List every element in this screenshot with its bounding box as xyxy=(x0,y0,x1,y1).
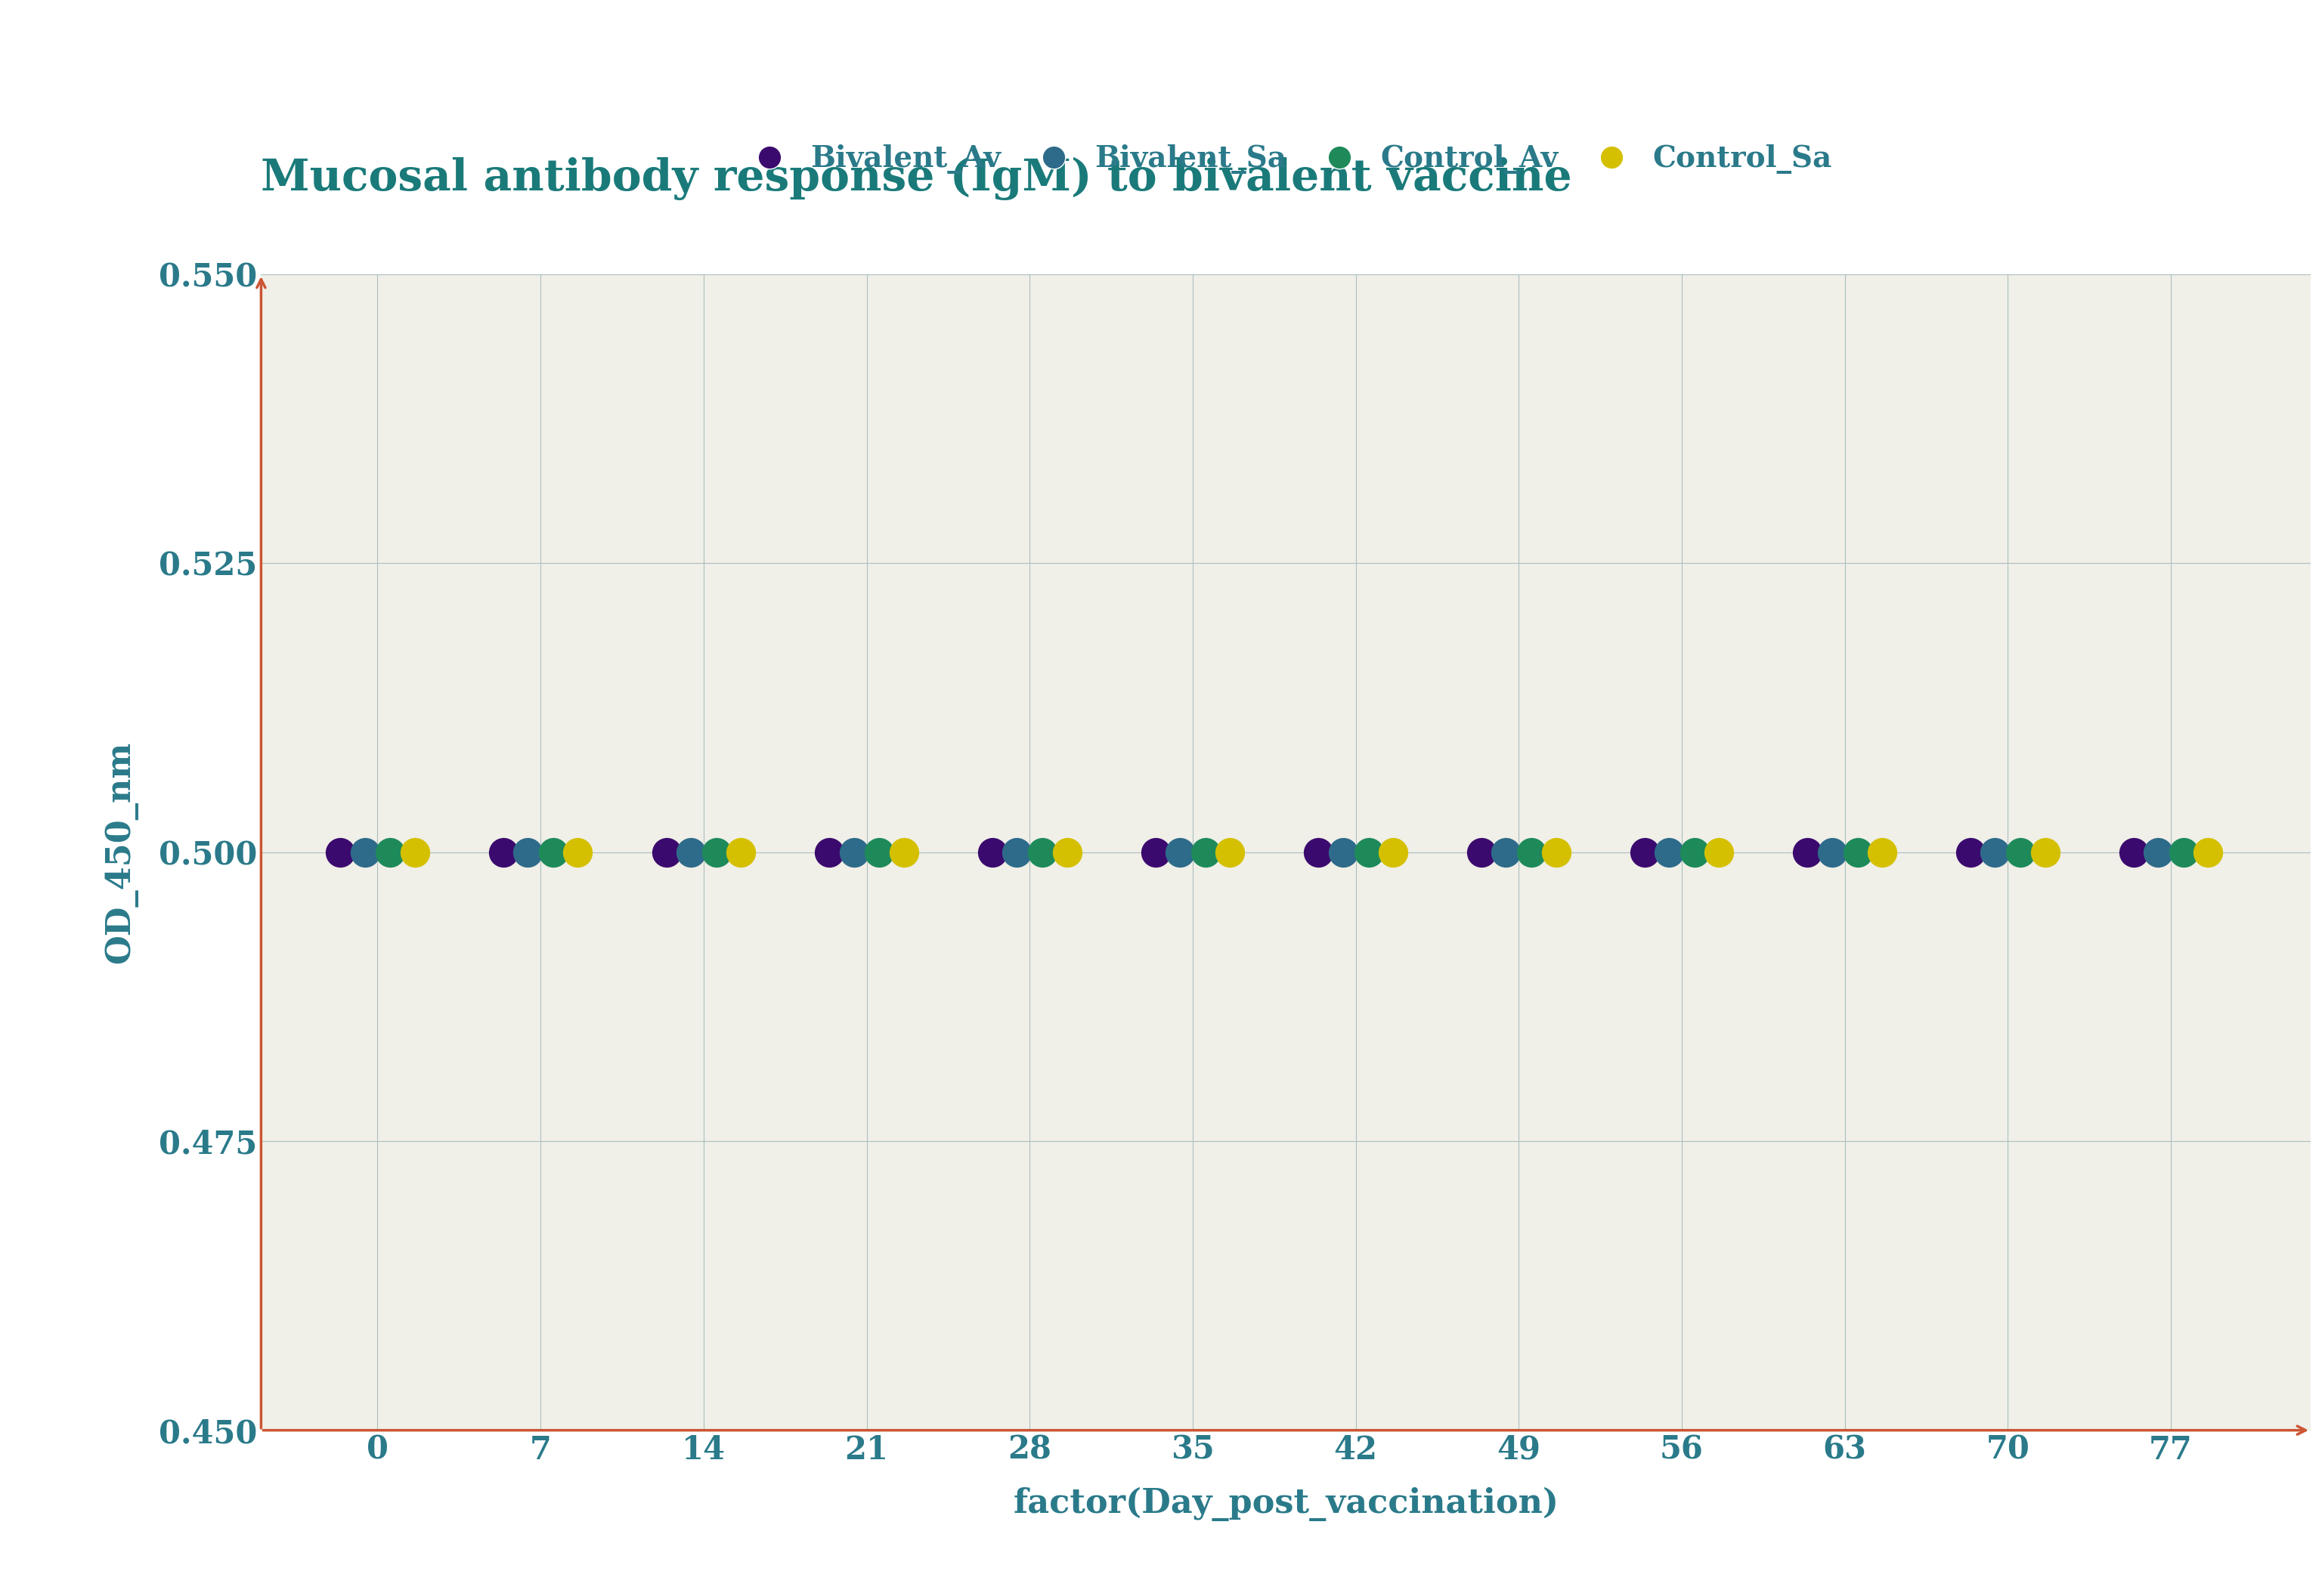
Point xyxy=(397,839,434,865)
Point xyxy=(1024,839,1061,865)
Point xyxy=(560,839,597,865)
Point xyxy=(1212,839,1249,865)
Point xyxy=(1813,839,1851,865)
Point xyxy=(485,839,522,865)
Point xyxy=(1839,839,1876,865)
Point xyxy=(1138,839,1175,865)
Point xyxy=(973,839,1010,865)
Point xyxy=(1625,839,1663,865)
Point xyxy=(1700,839,1737,865)
Point xyxy=(534,839,571,865)
Point xyxy=(1976,839,2013,865)
Point xyxy=(2139,839,2176,865)
Point xyxy=(1676,839,1714,865)
Point xyxy=(671,839,708,865)
Point xyxy=(722,839,759,865)
Point xyxy=(1349,839,1386,865)
Point xyxy=(1953,839,1990,865)
Point xyxy=(998,839,1036,865)
Legend: Bivalent_Av, Bivalent_Sa, Control_Av, Control_Sa: Bivalent_Av, Bivalent_Sa, Control_Av, Co… xyxy=(729,132,1844,185)
Point xyxy=(648,839,685,865)
Point xyxy=(2190,839,2227,865)
Point xyxy=(509,839,546,865)
Point xyxy=(2115,839,2152,865)
Point xyxy=(1788,839,1825,865)
Point xyxy=(1300,839,1337,865)
Point xyxy=(1161,839,1198,865)
Point xyxy=(1324,839,1361,865)
Text: Mucosal antibody response (IgM) to bivalent vaccine: Mucosal antibody response (IgM) to bival… xyxy=(260,156,1572,200)
Point xyxy=(885,839,922,865)
Point xyxy=(861,839,899,865)
Point xyxy=(1187,839,1224,865)
Point xyxy=(699,839,736,865)
Point xyxy=(346,839,383,865)
X-axis label: factor(Day_post_vaccination): factor(Day_post_vaccination) xyxy=(1012,1487,1558,1521)
Point xyxy=(1537,839,1574,865)
Point xyxy=(836,839,873,865)
Point xyxy=(1651,839,1688,865)
Point xyxy=(2164,839,2201,865)
Point xyxy=(372,839,409,865)
Point xyxy=(1865,839,1902,865)
Point xyxy=(1047,839,1084,865)
Point xyxy=(2027,839,2064,865)
Point xyxy=(2002,839,2039,865)
Point xyxy=(1463,839,1500,865)
Y-axis label: OD_450_nm: OD_450_nm xyxy=(104,741,137,964)
Point xyxy=(1488,839,1526,865)
Point xyxy=(1375,839,1412,865)
Point xyxy=(810,839,848,865)
Point xyxy=(323,839,360,865)
Point xyxy=(1514,839,1551,865)
